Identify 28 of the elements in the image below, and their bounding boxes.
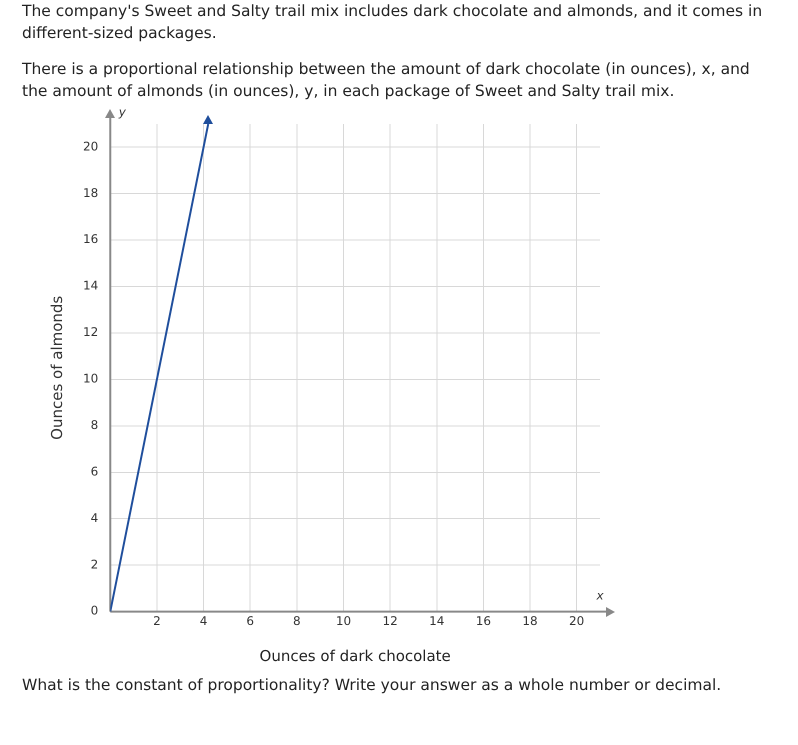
x-tick-label: 6: [246, 614, 254, 628]
text: What is the constant of proportionality? Write your answer as a whole number or decimal.: [22, 675, 722, 696]
y-tick-label: 2: [90, 557, 98, 572]
x-tick-label: 16: [476, 614, 492, 628]
y-tick-label: 10: [82, 372, 98, 386]
y-tick-label: 14: [82, 278, 98, 293]
x-tick-label: 8: [293, 614, 301, 628]
x-tick-label: 4: [200, 614, 208, 628]
chart-subtitle: There is a proportional relationship between the amount of dark chocolate (in ounces), x, and the amount of almonds (in ounces), y, in each package of Sweet and Salty trail mix.: [22, 59, 751, 102]
y-tick-label: 0: [90, 604, 98, 618]
y-tick-label: 16: [82, 232, 98, 246]
x-tick-label: 14: [429, 614, 444, 628]
x-axis-title: Ounces of dark chocolate: [260, 646, 451, 665]
y-tick-label: 4: [90, 510, 98, 525]
y-tick-label: 20: [82, 139, 98, 154]
annotation: x: [595, 588, 604, 603]
y-tick-label: 8: [90, 418, 98, 432]
y-tick-label: 12: [82, 325, 98, 340]
x-tick-label: 18: [522, 614, 538, 628]
x-tick-label: 10: [336, 614, 352, 628]
y-tick-label: 18: [82, 186, 98, 200]
x-tick-label: 20: [569, 614, 584, 628]
x-tick-label: 12: [382, 614, 398, 628]
x-tick-label: 2: [153, 614, 161, 628]
y-tick-label: 6: [90, 464, 98, 478]
chart-title: The company's Sweet and Salty trail mix includes dark chocolate and almonds, and it comes in different-sized packages.: [22, 1, 764, 44]
y-axis-title: Ounces of almonds: [48, 296, 66, 440]
text: y: [118, 105, 127, 119]
